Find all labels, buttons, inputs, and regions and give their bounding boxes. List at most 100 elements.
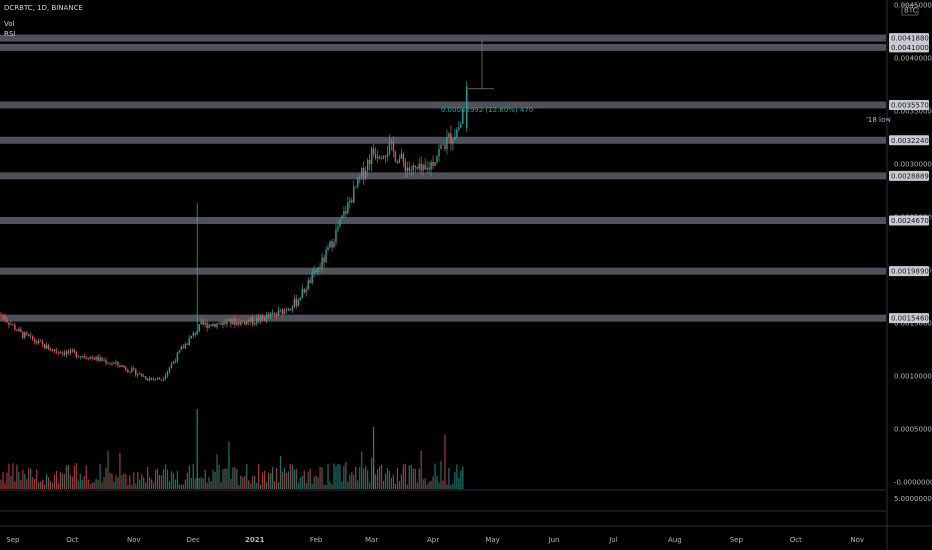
volume-bar bbox=[295, 469, 297, 489]
volume-bar bbox=[164, 464, 167, 489]
volume-bar bbox=[119, 452, 121, 489]
volume-bar bbox=[184, 479, 186, 489]
candle-body bbox=[4, 316, 6, 321]
volume-bar bbox=[61, 473, 64, 489]
candle-body bbox=[20, 328, 22, 332]
candle-body bbox=[152, 378, 155, 380]
volume-bar bbox=[42, 479, 44, 489]
candle-body bbox=[305, 289, 307, 293]
candle-body bbox=[446, 137, 448, 150]
candle-body bbox=[315, 270, 317, 272]
volume-bar bbox=[109, 472, 111, 489]
candle-body bbox=[333, 242, 335, 248]
candle-body bbox=[240, 320, 242, 325]
time-tick-label: Oct bbox=[66, 536, 78, 544]
candle-body bbox=[422, 164, 424, 171]
candle-body bbox=[210, 324, 212, 327]
volume-bar bbox=[369, 482, 371, 489]
volume-bar bbox=[26, 479, 28, 489]
volume-bar bbox=[4, 483, 6, 489]
volume-bar bbox=[303, 470, 305, 489]
volume-bar bbox=[12, 463, 14, 489]
candle-body bbox=[458, 127, 460, 130]
candle-body bbox=[361, 167, 363, 177]
volume-bar bbox=[355, 466, 357, 489]
candle-body bbox=[182, 347, 185, 349]
candle-body bbox=[180, 347, 183, 351]
volume-bar bbox=[111, 473, 113, 489]
candle-body bbox=[368, 159, 371, 165]
volume-bar bbox=[200, 477, 202, 489]
time-tick-label: Nov bbox=[127, 536, 141, 544]
candle-body bbox=[267, 314, 270, 317]
candle-body bbox=[372, 148, 375, 155]
time-tick-label: Mar bbox=[365, 536, 378, 544]
volume-bar bbox=[59, 471, 62, 489]
candle-body bbox=[47, 345, 50, 350]
volume-bar bbox=[426, 484, 428, 489]
volume-bar bbox=[402, 464, 404, 489]
volume-bar bbox=[460, 470, 462, 489]
candle-body bbox=[287, 309, 290, 311]
volume-bar bbox=[313, 476, 315, 489]
level-tag-label: 0.00198900 bbox=[891, 268, 932, 276]
rsi-axis-label: 5.00000000 bbox=[894, 495, 932, 503]
volume-bar bbox=[36, 469, 38, 489]
volume-bar bbox=[127, 484, 129, 489]
volume-bar bbox=[367, 470, 369, 489]
volume-bar bbox=[40, 481, 42, 489]
level-tag bbox=[889, 170, 929, 181]
volume-bar bbox=[374, 474, 377, 489]
candle-body bbox=[359, 176, 361, 178]
volume-bar bbox=[63, 474, 66, 489]
candle-body bbox=[408, 167, 410, 171]
candle-body bbox=[8, 322, 10, 325]
volume-bar bbox=[204, 469, 206, 489]
volume-bar bbox=[309, 468, 311, 489]
volume-bar bbox=[158, 475, 161, 489]
volume-bar bbox=[242, 477, 244, 489]
volume-bar bbox=[125, 474, 127, 489]
volume-bar bbox=[91, 482, 93, 489]
level-tag bbox=[889, 33, 929, 44]
candle-body bbox=[386, 153, 389, 157]
volume-bar bbox=[349, 474, 351, 489]
candle-body bbox=[77, 356, 79, 358]
volume-bar bbox=[20, 480, 22, 489]
volume-bar bbox=[107, 451, 109, 489]
candle-body bbox=[261, 315, 264, 318]
candle-body bbox=[279, 309, 282, 311]
volume-bar bbox=[376, 469, 379, 489]
vol-legend: Vol bbox=[4, 20, 15, 28]
candle-body bbox=[160, 379, 163, 381]
candle-body bbox=[236, 321, 238, 326]
candle-body bbox=[277, 310, 280, 316]
volume-bar bbox=[289, 463, 291, 489]
candle-body bbox=[43, 343, 46, 349]
candle-body bbox=[242, 320, 244, 322]
volume-bar bbox=[101, 482, 103, 489]
level-band bbox=[0, 136, 886, 144]
candle-body bbox=[442, 144, 444, 146]
volume-bar bbox=[49, 481, 52, 489]
price-tick-label: -0.00000000 bbox=[894, 479, 932, 487]
candle-body bbox=[263, 317, 266, 321]
candle-body bbox=[460, 123, 462, 128]
candle-body bbox=[137, 374, 139, 376]
level-tag bbox=[889, 215, 929, 226]
candle-body bbox=[158, 377, 161, 380]
candle-body bbox=[378, 157, 381, 159]
candle-body bbox=[414, 165, 416, 168]
candle-body bbox=[131, 368, 133, 373]
volume-bar bbox=[44, 484, 46, 489]
candle-body bbox=[376, 157, 379, 159]
volume-bar bbox=[2, 472, 4, 489]
candle-body bbox=[250, 317, 252, 322]
candle-body bbox=[204, 322, 206, 325]
volume-bar bbox=[398, 481, 400, 489]
level-tag-label: 0.00410000 bbox=[891, 44, 932, 52]
